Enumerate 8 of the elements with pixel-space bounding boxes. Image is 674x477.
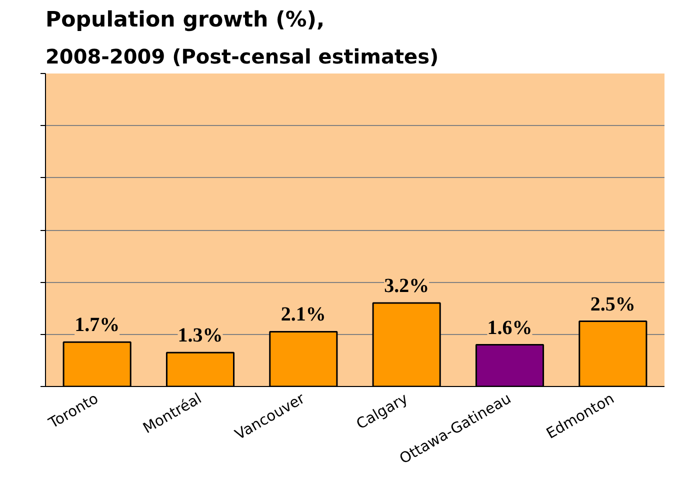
chart-title: Population growth (%), [46,8,325,32]
data-label: 1.7% [74,314,120,336]
data-label: 1.3% [178,324,223,347]
data-label: 3.2% [384,275,430,298]
data-label: 1.6% [487,316,532,339]
data-label: 2.5% [590,293,636,316]
chart-subtitle: 2008-2009 (Post-censal estimates) [46,44,439,68]
data-label: 2.1% [280,304,326,326]
